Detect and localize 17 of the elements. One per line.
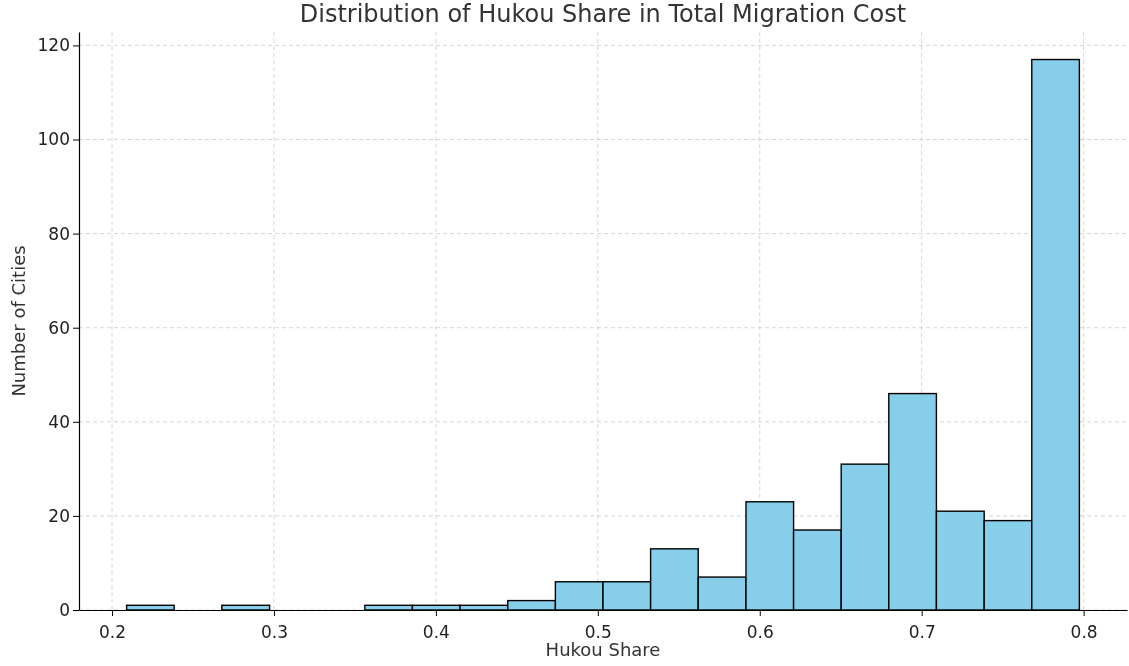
x-tick-label: 0.6 (746, 621, 774, 642)
x-tick-label: 0.4 (422, 621, 450, 642)
x-tick-label: 0.2 (99, 621, 127, 642)
chart-title: Distribution of Hukou Share in Total Migration Cost (299, 0, 907, 28)
x-axis-title: Hukou Share (545, 639, 661, 660)
x-tick-label: 0.5 (584, 621, 612, 642)
y-tick-label: 100 (37, 129, 70, 150)
x-tick-label: 0.7 (908, 621, 936, 642)
x-tick-label: 0.8 (1070, 621, 1098, 642)
y-tick-label: 20 (48, 505, 70, 526)
y-tick-label: 40 (48, 411, 70, 432)
x-tick-label: 0.3 (260, 621, 288, 642)
y-tick-label: 0 (59, 599, 70, 620)
y-tick-label: 80 (48, 223, 70, 244)
y-tick-label: 60 (48, 317, 70, 338)
y-axis-title: Number of Cities (8, 245, 29, 397)
y-tick-label: 120 (37, 35, 70, 56)
